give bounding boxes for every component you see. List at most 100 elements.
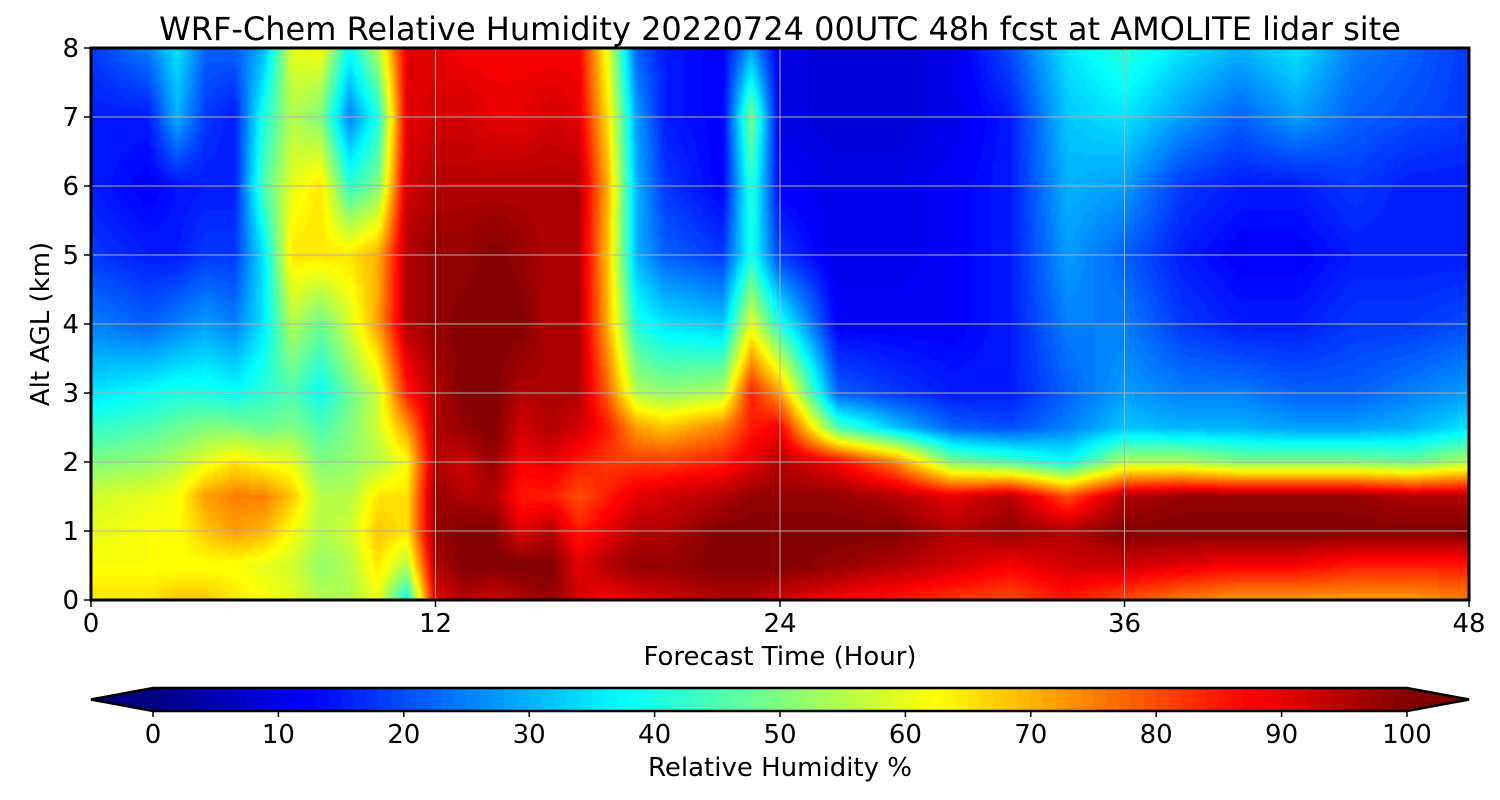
colorbar-segment bbox=[1319, 688, 1333, 711]
colorbar-segment bbox=[529, 688, 543, 711]
x-axis-ticks: 0 12 24 36 48 bbox=[83, 600, 1486, 639]
colorbar-segment bbox=[1269, 688, 1283, 711]
colorbar-segment bbox=[1181, 688, 1195, 711]
y-tick-label: 1 bbox=[62, 517, 79, 547]
colorbar-segment bbox=[604, 688, 618, 711]
colorbar-segment bbox=[165, 688, 179, 711]
colorbar-segment bbox=[830, 688, 844, 711]
colorbar-segment bbox=[366, 688, 380, 711]
colorbar-tick-label: 40 bbox=[638, 720, 671, 750]
colorbar-segment bbox=[178, 688, 192, 711]
colorbar-segment bbox=[591, 688, 606, 711]
colorbar-segment bbox=[203, 688, 217, 711]
chart-title: WRF-Chem Relative Humidity 20220724 00UT… bbox=[159, 10, 1401, 48]
colorbar-segment bbox=[428, 688, 443, 711]
colorbar-segment bbox=[717, 688, 731, 711]
colorbar-segment bbox=[654, 688, 668, 711]
colorbar-segment bbox=[240, 688, 254, 711]
colorbar-segment bbox=[704, 688, 718, 711]
x-tick-label: 0 bbox=[83, 609, 100, 639]
colorbar-segment bbox=[1369, 688, 1383, 711]
colorbar-segment bbox=[1294, 688, 1308, 711]
colorbar-segment bbox=[378, 688, 392, 711]
colorbar-segment bbox=[228, 688, 242, 711]
x-tick-label: 48 bbox=[1452, 609, 1485, 639]
colorbar-segment bbox=[328, 688, 342, 711]
colorbar-tick-label: 30 bbox=[513, 720, 546, 750]
colorbar-segment bbox=[842, 688, 856, 711]
colorbar-segment bbox=[980, 688, 994, 711]
colorbar-tick-label: 100 bbox=[1382, 720, 1432, 750]
colorbar-segment bbox=[341, 688, 355, 711]
colorbar-segments bbox=[153, 688, 1408, 711]
colorbar-segment bbox=[629, 688, 643, 711]
y-axis-ticks: 0 1 2 3 4 5 6 7 8 bbox=[62, 34, 91, 616]
colorbar-tick-label: 50 bbox=[763, 720, 796, 750]
colorbar-segment bbox=[1030, 688, 1044, 711]
colorbar-segment bbox=[391, 688, 405, 711]
colorbar-segment bbox=[516, 688, 530, 711]
colorbar-segment bbox=[466, 688, 480, 711]
colorbar-segment bbox=[316, 688, 330, 711]
colorbar-segment bbox=[541, 688, 555, 711]
colorbar-segment bbox=[566, 688, 580, 711]
y-tick-label: 6 bbox=[62, 172, 79, 202]
colorbar-tick-label: 10 bbox=[262, 720, 295, 750]
x-tick-label: 24 bbox=[763, 609, 796, 639]
colorbar-segment bbox=[1068, 688, 1082, 711]
colorbar: 0 10 20 30 40 50 60 70 80 90 100 Relative Humidity… bbox=[90, 686, 1470, 783]
y-axis-label: Alt AGL (km) bbox=[26, 242, 56, 406]
colorbar-segment bbox=[1306, 688, 1320, 711]
colorbar-segment bbox=[754, 688, 769, 711]
colorbar-segment bbox=[943, 688, 957, 711]
colorbar-segment bbox=[579, 688, 593, 711]
colorbar-segment bbox=[215, 688, 229, 711]
colorbar-segment bbox=[1055, 688, 1070, 711]
colorbar-segment bbox=[491, 688, 505, 711]
colorbar-segment bbox=[1106, 688, 1120, 711]
colorbar-segment bbox=[805, 688, 819, 711]
colorbar-segment bbox=[1231, 688, 1245, 711]
colorbar-ticks: 0 10 20 30 40 50 60 70 80 90 100 bbox=[145, 711, 1432, 750]
colorbar-segment bbox=[1131, 688, 1145, 711]
colorbar-segment bbox=[504, 688, 518, 711]
colorbar-segment bbox=[880, 688, 894, 711]
colorbar-segment bbox=[403, 688, 417, 711]
colorbar-segment bbox=[441, 688, 455, 711]
colorbar-over-arrow bbox=[1407, 688, 1469, 711]
colorbar-tick-label: 80 bbox=[1140, 720, 1173, 750]
y-tick-label: 0 bbox=[62, 586, 79, 616]
y-tick-label: 3 bbox=[62, 379, 79, 409]
colorbar-segment bbox=[554, 688, 568, 711]
x-tick-label: 12 bbox=[419, 609, 452, 639]
colorbar-segment bbox=[253, 688, 267, 711]
colorbar-segment bbox=[917, 688, 932, 711]
colorbar-segment bbox=[416, 688, 430, 711]
colorbar-segment bbox=[1093, 688, 1107, 711]
colorbar-segment bbox=[1256, 688, 1270, 711]
colorbar-segment bbox=[278, 688, 292, 711]
colorbar-segment bbox=[968, 688, 982, 711]
colorbar-segment bbox=[867, 688, 881, 711]
y-tick-label: 7 bbox=[62, 103, 79, 133]
colorbar-segment bbox=[1218, 688, 1233, 711]
colorbar-segment bbox=[353, 688, 367, 711]
colorbar-segment bbox=[1118, 688, 1132, 711]
colorbar-segment bbox=[767, 688, 781, 711]
colorbar-tick-label: 90 bbox=[1265, 720, 1298, 750]
x-tick-label: 36 bbox=[1108, 609, 1141, 639]
colorbar-label: Relative Humidity % bbox=[648, 753, 912, 783]
colorbar-segment bbox=[642, 688, 656, 711]
colorbar-segment bbox=[667, 688, 681, 711]
colorbar-segment bbox=[290, 688, 305, 711]
colorbar-segment bbox=[1344, 688, 1358, 711]
colorbar-segment bbox=[1206, 688, 1220, 711]
colorbar-segment bbox=[855, 688, 869, 711]
colorbar-segment bbox=[190, 688, 204, 711]
colorbar-segment bbox=[679, 688, 693, 711]
colorbar-tick-label: 20 bbox=[387, 720, 420, 750]
y-tick-label: 4 bbox=[62, 310, 79, 340]
colorbar-tick-label: 60 bbox=[889, 720, 922, 750]
